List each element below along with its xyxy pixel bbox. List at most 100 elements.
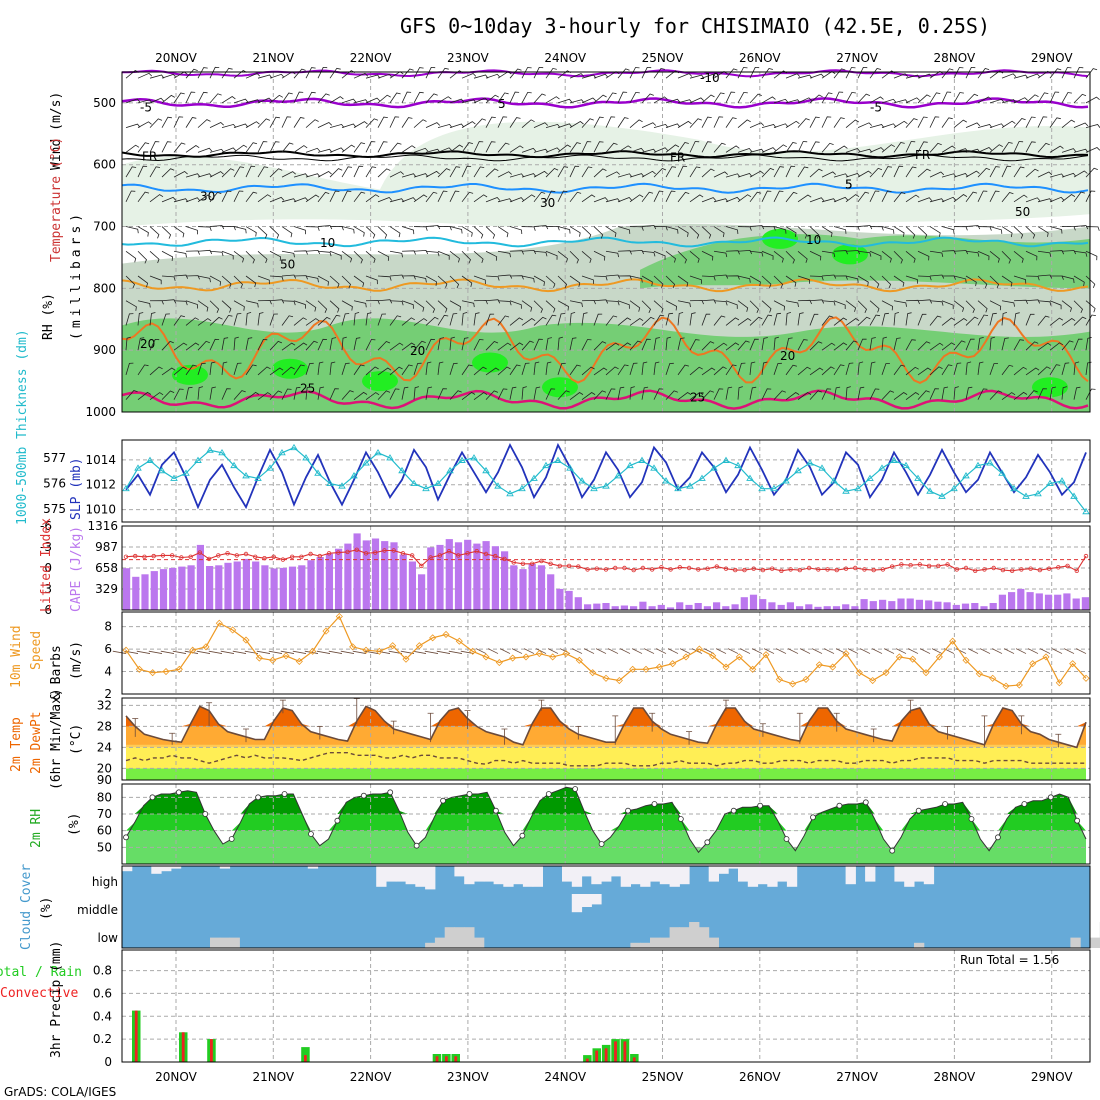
wind-barb — [965, 122, 981, 129]
cloud-clear-cell — [728, 866, 739, 869]
cloud-clear-cell — [219, 866, 231, 869]
wind-barb — [161, 390, 175, 400]
cloud-clear-cell — [464, 866, 475, 885]
wind-barb — [545, 361, 552, 375]
wind-barb — [869, 167, 883, 178]
cape-bar — [980, 606, 988, 610]
wind10m-speed-point — [882, 669, 890, 677]
wind-barb — [1049, 342, 1064, 351]
wind-barb — [833, 386, 841, 400]
precip-frame — [121, 949, 1091, 1063]
wind-barb — [581, 118, 594, 128]
wind-barb — [509, 364, 521, 376]
lifted-index-point — [686, 565, 692, 571]
wind-barb — [845, 67, 856, 79]
wind-barb — [1025, 313, 1035, 326]
wind-barb — [1049, 117, 1061, 128]
lifted-index-point — [151, 553, 156, 559]
wind-barb — [929, 250, 944, 257]
wind-barb — [869, 68, 882, 79]
wind-barb — [269, 73, 285, 79]
thickness-point — [566, 464, 574, 471]
wind-barb — [281, 300, 296, 306]
cloud-clear-cell — [581, 894, 592, 907]
wind-barb — [401, 173, 417, 178]
lifted-index-point — [622, 565, 627, 571]
wind10m-barb — [511, 648, 523, 654]
wind-barb — [989, 166, 1000, 178]
cape-tick-label: 658 — [95, 561, 118, 575]
cape-bar — [1054, 594, 1062, 610]
wind-barb — [365, 392, 380, 400]
wind10m-speed-point — [375, 647, 383, 655]
wind-barb — [689, 97, 705, 104]
wind-barb — [521, 91, 532, 104]
ylabel-wind-c: & Barbs — [49, 645, 64, 700]
wind-barb — [809, 275, 824, 281]
wind10m-barb — [895, 648, 907, 654]
wind-barb — [929, 342, 944, 351]
contour-15 — [121, 278, 1089, 293]
wind-barb — [221, 225, 236, 231]
wind-barb — [149, 166, 161, 178]
wind-barb — [617, 197, 633, 203]
wind-barb — [749, 386, 757, 400]
wind-barb — [905, 141, 916, 153]
wind10m-barb — [412, 650, 427, 654]
wind-barb — [533, 275, 545, 286]
wind-barb — [941, 91, 952, 104]
wind-barb — [161, 367, 176, 376]
cloud-frame — [121, 865, 1091, 949]
cloud-clear-cell — [904, 866, 915, 887]
wind-barb — [629, 147, 645, 153]
ylabel-slp: SLP (mb) — [69, 457, 84, 520]
wind-barb — [725, 250, 740, 255]
run-total-label: Run Total = 1.56 — [960, 953, 1059, 967]
wind10m-speed-point — [482, 653, 490, 661]
wind-barb — [221, 168, 235, 178]
precip-tick-label: 0.2 — [93, 1032, 112, 1046]
rh-contour-90 — [762, 228, 798, 249]
wind-barb — [809, 299, 825, 304]
cloud-clear-cell — [122, 866, 133, 872]
wind-barb — [545, 147, 561, 153]
wind-barb — [677, 312, 684, 326]
wind10m-speed-point — [1069, 660, 1077, 668]
wind-barb — [185, 275, 200, 280]
low-cloud-cell — [434, 937, 446, 948]
low-cloud-cell — [474, 937, 485, 948]
wind-barb — [257, 166, 269, 178]
wind-barb — [449, 300, 461, 311]
wind-barb — [581, 275, 594, 284]
wind-barb — [1013, 74, 1029, 79]
wind-barb — [701, 73, 717, 79]
date-tick-label: 20NOV — [155, 1070, 197, 1084]
wind-barb — [725, 173, 741, 178]
wind-barb — [965, 316, 979, 326]
wind-barb — [605, 198, 621, 203]
wind-barb — [1013, 366, 1027, 376]
cape-bar — [925, 600, 933, 610]
wind-barb — [701, 197, 717, 203]
precip-convective-bar — [435, 1056, 439, 1062]
cape-bar — [694, 603, 702, 610]
wind-barb — [689, 275, 702, 284]
wind-barb — [797, 226, 808, 239]
wind-barb — [689, 366, 703, 376]
wind-barb — [917, 94, 931, 104]
wind-barb — [245, 391, 260, 400]
wind-barb — [365, 250, 376, 264]
wind-barb — [257, 118, 271, 128]
wind-barb — [149, 312, 156, 326]
low-cloud-cell — [444, 927, 455, 948]
wind-barb — [329, 300, 340, 313]
wind-barb — [737, 249, 753, 255]
wind-barb — [569, 99, 585, 104]
wind-barb — [869, 124, 885, 129]
wind-barb — [629, 226, 644, 231]
wind-barb — [593, 299, 609, 304]
thickness-point — [158, 466, 166, 474]
wind-barb — [1073, 148, 1089, 153]
wind-barb — [737, 91, 748, 104]
